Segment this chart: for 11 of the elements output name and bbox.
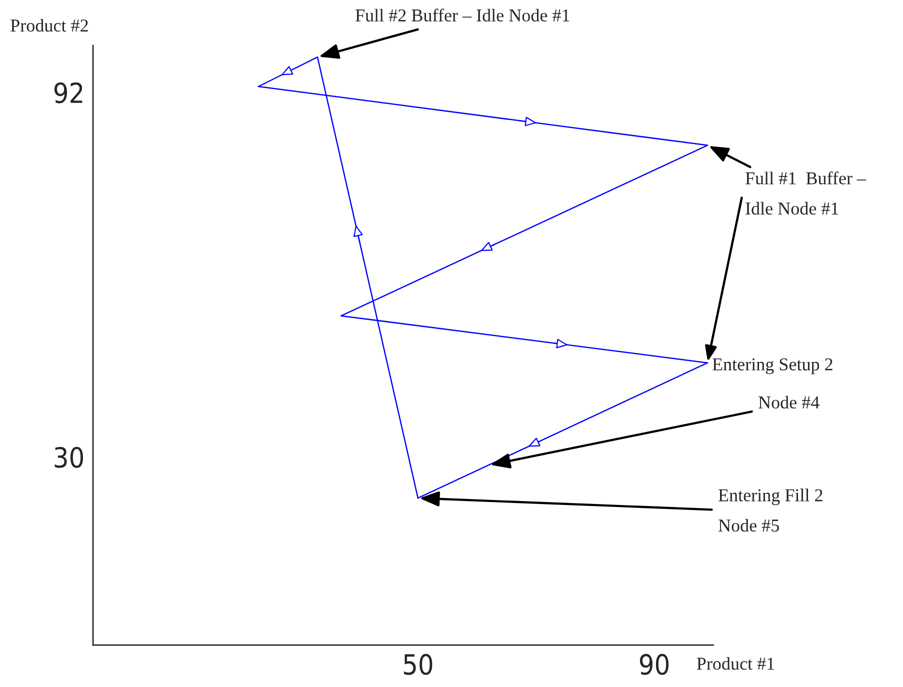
annotation: Entering Setup 2: [712, 358, 832, 374]
x-tick-label: 50: [404, 654, 432, 675]
annotation: Full #1 Buffer – Idle Node #1: [746, 172, 866, 215]
y-tick-label: 30: [54, 446, 84, 468]
annotation: Full #2 Buffer – Idle Node #1: [356, 8, 570, 22]
annotation: Node #4: [758, 396, 820, 409]
x-axis-title: Product #1: [696, 657, 774, 670]
x-tick-label: 90: [640, 654, 669, 675]
y-tick-label: 92: [54, 82, 82, 104]
annotation: Entering Fill 2 Node #5: [718, 488, 822, 532]
y-axis-title: Product #2: [10, 18, 88, 32]
